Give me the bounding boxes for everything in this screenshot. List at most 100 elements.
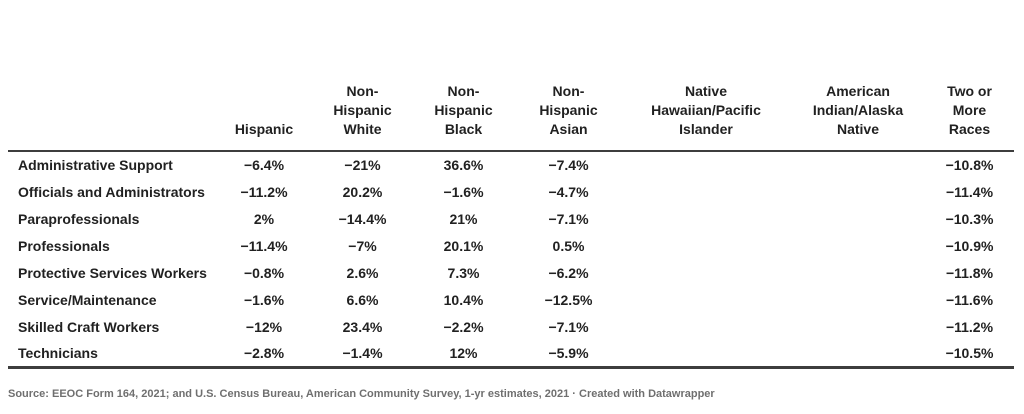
header-line: More bbox=[952, 102, 987, 118]
cell-value bbox=[621, 340, 791, 367]
cell-value bbox=[791, 259, 925, 286]
column-header-occupation bbox=[8, 0, 214, 151]
row-label: Service/Maintenance bbox=[18, 291, 157, 308]
cell-value: −1.6% bbox=[243, 291, 285, 308]
cell-value: −10.3% bbox=[945, 210, 994, 227]
cell-value: −6.4% bbox=[243, 157, 285, 173]
cell-value: −11.8% bbox=[945, 264, 994, 281]
cell-value bbox=[621, 151, 791, 178]
table-row: Service/Maintenance −1.6% 6.6% 10.4% −12… bbox=[8, 286, 1014, 313]
row-label: Professionals bbox=[18, 237, 110, 254]
header-line: White bbox=[343, 121, 382, 137]
cell-value bbox=[791, 340, 925, 367]
cell-value: 20.2% bbox=[342, 183, 383, 200]
cell-value: 6.6% bbox=[346, 291, 379, 308]
cell-value: −14.4% bbox=[338, 210, 387, 227]
cell-value: −11.4% bbox=[945, 183, 994, 200]
row-label: Technicians bbox=[18, 344, 98, 361]
cell-value: −11.2% bbox=[945, 318, 994, 335]
cell-value: −1.4% bbox=[342, 344, 383, 361]
cell-value: −10.8% bbox=[945, 157, 994, 173]
header-line: Non- bbox=[447, 83, 480, 99]
header-line: Hispanic bbox=[333, 102, 392, 118]
header-line: Races bbox=[948, 121, 991, 137]
cell-value bbox=[621, 259, 791, 286]
cell-value: 0.5% bbox=[552, 237, 585, 254]
table-row: Administrative Support −6.4% −21% 36.6% … bbox=[8, 151, 1014, 178]
cell-value bbox=[621, 232, 791, 259]
cell-value: −7% bbox=[348, 237, 377, 254]
header-line: Native bbox=[684, 83, 728, 99]
column-header-american-indian-alaska-native: American Indian/Alaska Native bbox=[791, 0, 925, 151]
cell-value: 20.1% bbox=[443, 237, 484, 254]
table-row: Paraprofessionals 2% −14.4% 21% −7.1% −1… bbox=[8, 205, 1014, 232]
cell-value: 7.3% bbox=[447, 264, 480, 281]
cell-value bbox=[791, 286, 925, 313]
header-line: Hispanic bbox=[539, 102, 598, 118]
table-row: Professionals −11.4% −7% 20.1% 0.5% −10.… bbox=[8, 232, 1014, 259]
cell-value: 10.4% bbox=[443, 291, 484, 308]
cell-value: −12.5% bbox=[544, 291, 593, 308]
row-label: Protective Services Workers bbox=[18, 264, 207, 281]
cell-value: 21% bbox=[449, 210, 478, 227]
table-row: Technicians −2.8% −1.4% 12% −5.9% −10.5% bbox=[8, 340, 1014, 367]
cell-value bbox=[621, 286, 791, 313]
cell-value: 12% bbox=[449, 344, 478, 361]
cell-value: 23.4% bbox=[342, 318, 383, 335]
cell-value: −12% bbox=[245, 318, 283, 335]
column-header-non-hispanic-white: Non- Hispanic White bbox=[314, 0, 411, 151]
header-line: Hispanic bbox=[234, 121, 294, 137]
table-body: Administrative Support −6.4% −21% 36.6% … bbox=[8, 151, 1014, 367]
cell-value: −11.2% bbox=[240, 183, 288, 200]
table-row: Protective Services Workers −0.8% 2.6% 7… bbox=[8, 259, 1014, 286]
header-line: Hawaiian/Pacific bbox=[651, 102, 761, 118]
header-line: Non- bbox=[346, 83, 379, 99]
cell-value bbox=[791, 178, 925, 205]
datawrapper-credit-link[interactable]: Created with Datawrapper bbox=[579, 387, 715, 400]
cell-value bbox=[621, 205, 791, 232]
cell-value: −6.2% bbox=[548, 264, 589, 281]
table-row: Officials and Administrators −11.2% 20.2… bbox=[8, 178, 1014, 205]
cell-value: −2.8% bbox=[243, 344, 285, 361]
cell-value: −11.6% bbox=[945, 291, 994, 308]
header-line: Black bbox=[444, 121, 483, 137]
cell-value bbox=[791, 205, 925, 232]
cell-value: −10.9% bbox=[945, 237, 994, 254]
header-line: Native bbox=[836, 121, 880, 137]
header-line: Islander bbox=[679, 121, 733, 137]
cell-value bbox=[791, 232, 925, 259]
column-header-native-hawaiian-pacific-islander: Native Hawaiian/Pacific Islander bbox=[621, 0, 791, 151]
cell-value: −21% bbox=[344, 157, 381, 173]
row-label: Officials and Administrators bbox=[18, 183, 205, 200]
cell-value bbox=[621, 178, 791, 205]
header-line: Hispanic bbox=[434, 102, 493, 118]
row-label: Skilled Craft Workers bbox=[18, 318, 160, 335]
cell-value: −1.6% bbox=[443, 183, 484, 200]
source-text: Source: EEOC Form 164, 2021; and U.S. Ce… bbox=[8, 387, 570, 400]
source-note: Source: EEOC Form 164, 2021; and U.S. Ce… bbox=[8, 387, 1024, 401]
column-header-non-hispanic-asian: Non- Hispanic Asian bbox=[516, 0, 621, 151]
cell-value bbox=[621, 313, 791, 340]
cell-value bbox=[791, 313, 925, 340]
table-row: Skilled Craft Workers −12% 23.4% −2.2% −… bbox=[8, 313, 1014, 340]
header-line: American bbox=[826, 83, 890, 99]
cell-value: −7.1% bbox=[548, 210, 589, 227]
cell-value: −0.8% bbox=[243, 264, 285, 281]
cell-value: −4.7% bbox=[548, 183, 589, 200]
cell-value: 36.6% bbox=[443, 157, 484, 173]
cell-value: −7.1% bbox=[548, 318, 589, 335]
header-line: Two or bbox=[947, 83, 992, 99]
cell-value: −10.5% bbox=[945, 344, 994, 361]
cell-value: −7.4% bbox=[548, 157, 589, 173]
column-header-two-or-more-races: Two or More Races bbox=[925, 0, 1014, 151]
cell-value: −5.9% bbox=[548, 344, 589, 361]
cell-value: 2% bbox=[253, 210, 275, 227]
header-line: Asian bbox=[549, 121, 588, 137]
race-by-occupation-table: Hispanic Non- Hispanic White Non- Hispan… bbox=[8, 0, 1014, 369]
column-header-non-hispanic-black: Non- Hispanic Black bbox=[411, 0, 516, 151]
table-header: Hispanic Non- Hispanic White Non- Hispan… bbox=[8, 0, 1014, 151]
row-label: Paraprofessionals bbox=[18, 210, 140, 227]
row-label: Administrative Support bbox=[18, 157, 173, 173]
header-line: Non- bbox=[552, 83, 585, 99]
